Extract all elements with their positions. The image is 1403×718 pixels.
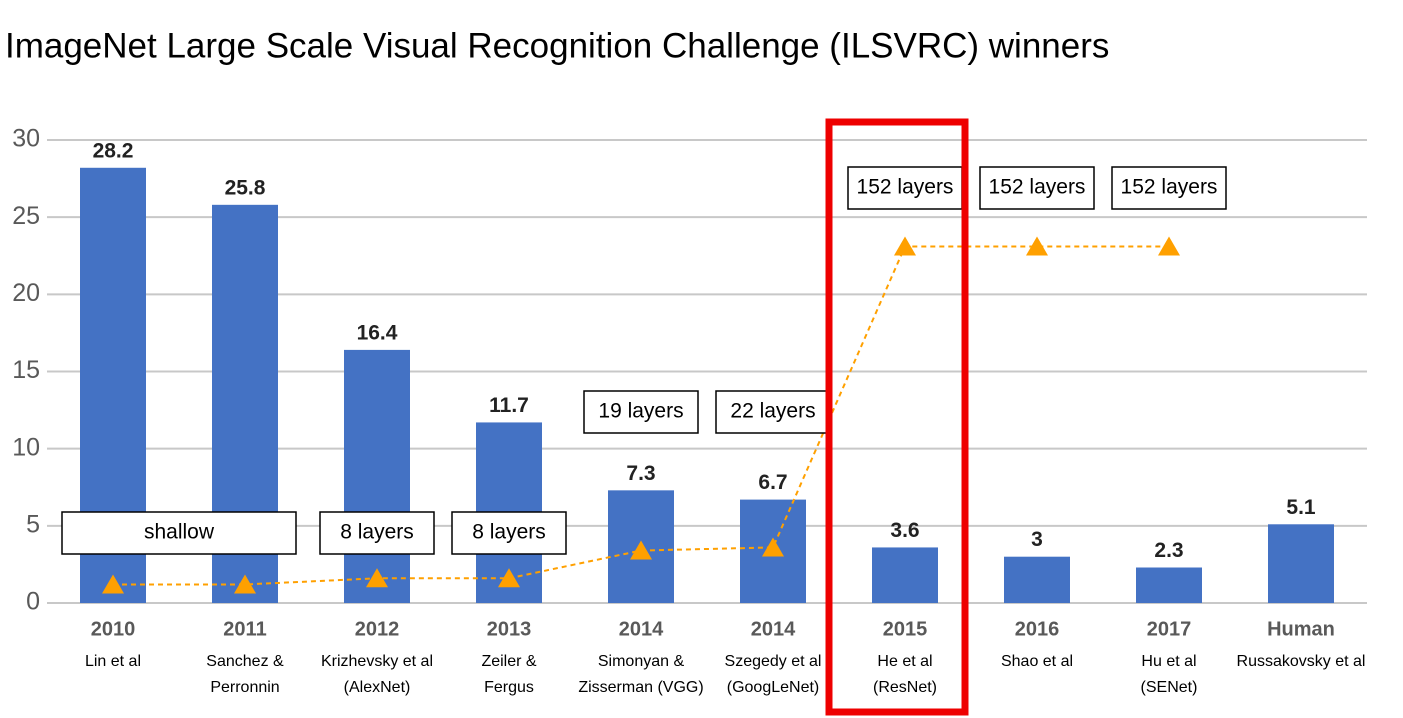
author-label: (GoogLeNet) <box>727 679 820 696</box>
author-label: (ResNet) <box>873 679 937 696</box>
author-label: He et al <box>877 653 932 670</box>
value-label: 6.7 <box>758 471 787 494</box>
depth-label: 152 layers <box>989 176 1086 199</box>
depth-label-box <box>715 390 831 434</box>
author-label: Zisserman (VGG) <box>578 679 703 696</box>
value-label: 25.8 <box>225 176 266 199</box>
x-tick-label: 2012 <box>355 618 400 640</box>
x-tick-label: 2016 <box>1015 618 1060 640</box>
author-label: Fergus <box>484 679 534 696</box>
value-label: 16.4 <box>357 321 398 344</box>
x-tick-label: 2017 <box>1147 618 1192 640</box>
bar <box>1136 567 1202 603</box>
depth-label-box <box>451 511 567 555</box>
depth-label: 8 layers <box>472 521 546 544</box>
x-tick-label: 2015 <box>883 618 928 640</box>
bar <box>344 349 410 603</box>
depth-label: 22 layers <box>730 400 815 423</box>
depth-marker <box>366 568 388 588</box>
y-tick-label: 0 <box>26 588 40 616</box>
x-tick-label: 2014 <box>619 618 664 640</box>
depth-marker <box>498 568 520 588</box>
depth-label-box <box>61 511 297 555</box>
x-tick-label: 2014 <box>751 618 796 640</box>
depth-marker <box>762 537 784 557</box>
value-label: 11.7 <box>489 394 529 417</box>
value-label: 28.2 <box>93 139 134 162</box>
depth-label-box <box>319 511 435 555</box>
depth-label: 152 layers <box>857 176 954 199</box>
bar <box>1004 556 1070 603</box>
y-tick-label: 25 <box>12 202 40 230</box>
highlight-box <box>825 118 969 716</box>
depth-marker <box>1026 236 1048 256</box>
x-tick-label: Human <box>1267 618 1335 640</box>
author-label: Hu et al <box>1141 653 1196 670</box>
author-label: Krizhevsky et al <box>321 653 433 670</box>
value-label: 3.6 <box>890 519 919 542</box>
author-label: (SENet) <box>1141 679 1198 696</box>
depth-label-box <box>979 166 1095 210</box>
x-tick-label: 2010 <box>91 618 136 640</box>
bar <box>872 547 938 603</box>
depth-marker <box>102 574 124 594</box>
author-label: (AlexNet) <box>344 679 411 696</box>
x-tick-label: 2011 <box>223 618 266 640</box>
author-label: Russakovsky et al <box>1237 653 1366 670</box>
depth-label-box <box>1111 166 1227 210</box>
y-tick-label: 5 <box>26 510 40 538</box>
y-tick-label: 10 <box>12 433 40 461</box>
depth-label: 19 layers <box>598 400 683 423</box>
depth-marker <box>1158 236 1180 256</box>
y-tick-label: 30 <box>12 125 40 153</box>
bar <box>1268 524 1334 603</box>
depth-label: shallow <box>144 521 215 544</box>
author-label: Shao et al <box>1001 653 1073 670</box>
value-label: 5.1 <box>1286 496 1316 519</box>
value-label: 2.3 <box>1154 539 1183 562</box>
value-label: 7.3 <box>626 462 655 485</box>
depth-label: 152 layers <box>1121 176 1218 199</box>
depth-marker <box>894 236 916 256</box>
depth-label-box <box>847 166 963 210</box>
author-label: Szegedy et al <box>725 653 822 670</box>
x-tick-label: 2013 <box>487 618 532 640</box>
depth-marker <box>630 540 652 560</box>
author-label: Sanchez & <box>206 653 284 670</box>
y-tick-label: 20 <box>12 279 40 307</box>
depth-label-box <box>583 390 699 434</box>
depth-marker <box>234 574 256 594</box>
depth-label: 8 layers <box>340 521 414 544</box>
y-tick-label: 15 <box>12 356 40 384</box>
chart-title: ImageNet Large Scale Visual Recognition … <box>5 26 1109 65</box>
author-label: Perronnin <box>210 679 279 696</box>
author-label: Lin et al <box>85 653 141 670</box>
value-label: 3 <box>1031 528 1043 551</box>
author-label: Zeiler & <box>481 653 536 670</box>
author-label: Simonyan & <box>598 653 685 670</box>
